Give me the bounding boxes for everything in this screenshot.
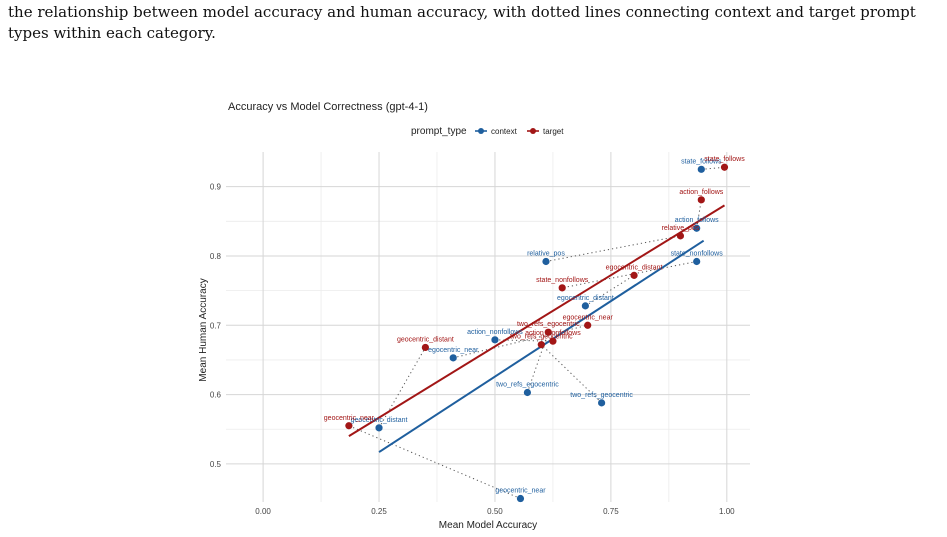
x-axis-label: Mean Model Accuracy: [439, 520, 537, 531]
point-label: two_refs_egocentric: [496, 381, 559, 388]
point-label: state_follows: [704, 156, 745, 163]
figure-caption: the relationship between model accuracy …: [8, 3, 916, 42]
y-tick-label: 0.8: [210, 252, 222, 261]
point-label: geocentric_near: [324, 415, 375, 422]
pair-connector-relative_pos: [545, 235, 681, 262]
data-points: [345, 163, 729, 503]
point-target-geocentric_distant: [421, 343, 429, 352]
point-context-action_nonfollows: [491, 336, 499, 344]
y-tick-label: 0.7: [210, 321, 222, 330]
point-label: egocentric_distant: [606, 264, 663, 271]
point-label: action_follows: [679, 189, 723, 196]
point-context-action_follows: [693, 224, 701, 232]
point-context-relative_pos: [542, 257, 550, 266]
pair-connector-action_follows: [696, 199, 702, 229]
pair-connector-egocentric_distant: [585, 274, 635, 307]
point-label: action_nonfollows: [525, 330, 581, 337]
point-label: egocentric_near: [563, 314, 614, 321]
point-label: geocentric_distant: [351, 417, 408, 424]
pair-connector-state_nonfollows: [562, 261, 697, 289]
point-target-action_follows: [697, 196, 705, 204]
point-target-state_nonfollows: [558, 284, 566, 292]
legend-key-dot: [478, 128, 484, 134]
regression-lines: [348, 204, 726, 453]
point-target-two_refs_geocentric: [537, 341, 545, 349]
axes: 0.00 0.25 0.50 0.75 1.00 0.5 0.6 0.7 0.8 0.9: [210, 183, 735, 516]
point-label: state_follows: [681, 158, 722, 165]
y-axis-label: Mean Human Accuracy: [198, 278, 209, 381]
point-context-egocentric_near: [449, 354, 457, 362]
point-target-relative_pos: [676, 232, 685, 240]
chart-title: Accuracy vs Model Correctness (gpt-4-1): [228, 101, 428, 113]
point-context-two_refs_egocentric: [523, 388, 532, 397]
point-label: relative_pos: [527, 251, 565, 258]
x-tick-label: 0.75: [603, 507, 619, 516]
x-tick-label: 0.00: [255, 507, 271, 516]
legend-entry-context: context: [491, 127, 518, 136]
grid: [226, 152, 750, 502]
x-tick-label: 1.00: [719, 507, 735, 516]
point-target-action_nonfollows: [549, 337, 557, 345]
point-label: two_refs_egocentric: [517, 321, 580, 328]
y-tick-label: 0.9: [210, 183, 222, 192]
fit-line-target: [348, 204, 726, 438]
point-context-state_follows: [697, 165, 705, 173]
legend-entry-target: target: [543, 127, 564, 136]
point-labels: state_follows action_follows state_nonfoll…: [324, 156, 745, 494]
point-target-egocentric_near: [584, 321, 592, 329]
legend-title: prompt_type: [411, 126, 467, 137]
point-label: egocentric_near: [428, 347, 479, 354]
point-label: state_nonfollows: [536, 277, 589, 284]
point-label: geocentric_distant: [397, 336, 454, 343]
point-label: geocentric_near: [495, 488, 546, 495]
point-context-geocentric_near: [516, 494, 525, 503]
x-tick-label: 0.25: [371, 507, 387, 516]
pair-connector-geocentric_distant: [378, 347, 426, 429]
point-context-geocentric_distant: [375, 424, 383, 432]
point-label: relative_pos: [662, 225, 700, 232]
point-context-two_refs_geocentric: [598, 399, 606, 407]
point-target-state_follows: [720, 163, 729, 171]
pair-connector-geocentric_near: [348, 425, 521, 499]
point-label: egocentric_distant: [557, 295, 614, 302]
legend: prompt_type context target: [411, 126, 564, 137]
point-label: two_refs_geocentric: [510, 334, 573, 341]
point-target-two_refs_egocentric: [544, 328, 552, 336]
x-tick-label: 0.50: [487, 507, 503, 516]
point-context-egocentric_distant: [581, 302, 589, 310]
y-tick-label: 0.5: [210, 460, 222, 469]
legend-key-dot: [530, 128, 536, 134]
point-label: action_follows: [675, 217, 719, 224]
point-context-state_nonfollows: [693, 257, 701, 266]
pair-connectors: [348, 166, 725, 499]
point-label: two_refs_geocentric: [570, 392, 633, 399]
point-label: state_nonfollows: [671, 251, 724, 258]
point-label: action_nonfollows: [467, 329, 523, 336]
point-target-geocentric_near: [345, 422, 353, 430]
y-tick-label: 0.6: [210, 391, 222, 400]
point-target-egocentric_distant: [630, 271, 638, 279]
